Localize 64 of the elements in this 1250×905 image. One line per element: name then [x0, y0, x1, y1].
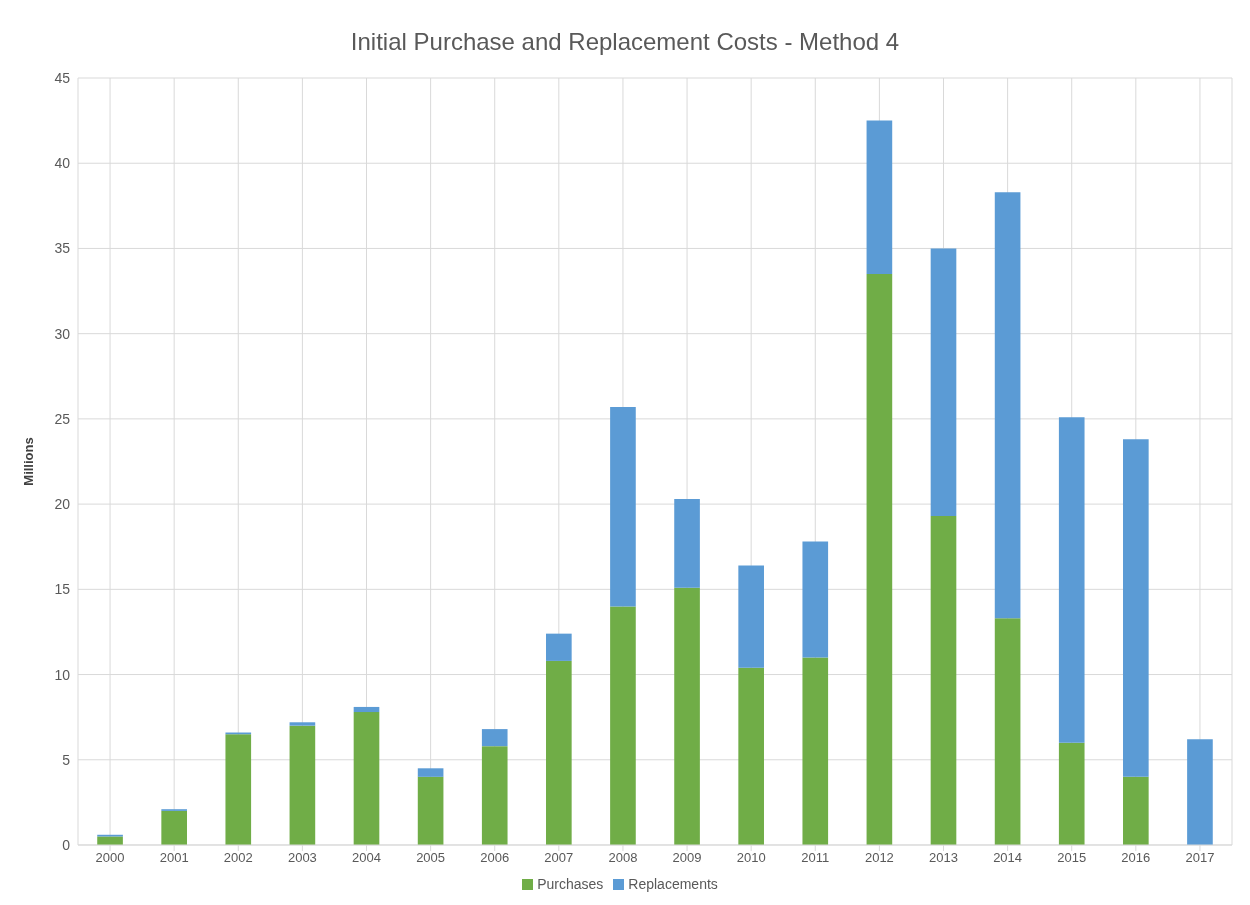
y-tick-label: 35 [54, 240, 71, 257]
x-tick-label: 2008 [608, 850, 638, 866]
x-tick-label: 2004 [352, 850, 381, 866]
bar [97, 836, 123, 845]
chart-title: Initial Purchase and Replacement Costs - Method 4 [349, 27, 901, 57]
x-tick-label: 2001 [159, 850, 189, 866]
y-tick-label: 15 [54, 581, 71, 598]
x-tick-label: 2011 [801, 850, 830, 866]
bar [289, 725, 316, 845]
x-tick-label: 2003 [287, 850, 317, 866]
x-tick-label: 2013 [929, 850, 958, 866]
x-tick-label: 2012 [864, 850, 894, 866]
bar [353, 712, 380, 845]
bar [994, 618, 1021, 845]
legend-label: Replacements [628, 876, 718, 892]
bar [289, 722, 316, 726]
x-tick-label: 2005 [416, 850, 446, 866]
bar [353, 706, 380, 713]
bar [674, 587, 700, 845]
y-tick-label: 10 [54, 666, 71, 683]
x-tick-label: 2009 [672, 850, 702, 866]
bar [994, 192, 1021, 619]
bar [866, 274, 893, 845]
bar [481, 746, 508, 845]
bar [866, 120, 893, 275]
bar [1058, 417, 1085, 743]
y-tick-label: 40 [54, 155, 71, 172]
bar [1058, 742, 1085, 845]
x-tick-label: 2007 [544, 850, 574, 866]
x-tick-label: 2016 [1121, 850, 1151, 866]
bar [417, 768, 444, 777]
bar [930, 516, 957, 845]
x-tick-label: 2002 [223, 850, 253, 866]
x-tick-label: 2000 [95, 850, 125, 866]
bar [1187, 739, 1213, 845]
bar [738, 565, 764, 668]
bar [161, 810, 187, 845]
legend-label: Purchases [537, 876, 604, 892]
x-tick-label: 2017 [1185, 850, 1215, 866]
bar [738, 667, 764, 845]
y-tick-label: 30 [54, 325, 71, 342]
bar [481, 729, 508, 747]
bar [417, 776, 444, 845]
y-axis-title: Millions [20, 437, 36, 486]
y-tick-label: 25 [54, 410, 71, 427]
x-tick-label: 2014 [993, 850, 1023, 866]
bar [546, 633, 572, 661]
bar [610, 406, 636, 607]
bar [930, 248, 957, 517]
y-tick-label: 20 [54, 496, 71, 513]
y-tick-label: 5 [62, 751, 71, 768]
y-tick-label: 45 [54, 69, 71, 86]
bar [1123, 776, 1149, 845]
x-tick-label: 2006 [480, 850, 510, 866]
bar [610, 606, 636, 845]
bar [674, 499, 700, 588]
x-tick-label: 2010 [736, 850, 766, 866]
x-tick-label: 2015 [1057, 850, 1087, 866]
bar [546, 660, 572, 845]
y-tick-label: 0 [62, 836, 71, 853]
bar [802, 541, 829, 658]
bar [802, 657, 829, 845]
bar [1123, 439, 1149, 777]
bar [225, 734, 252, 845]
